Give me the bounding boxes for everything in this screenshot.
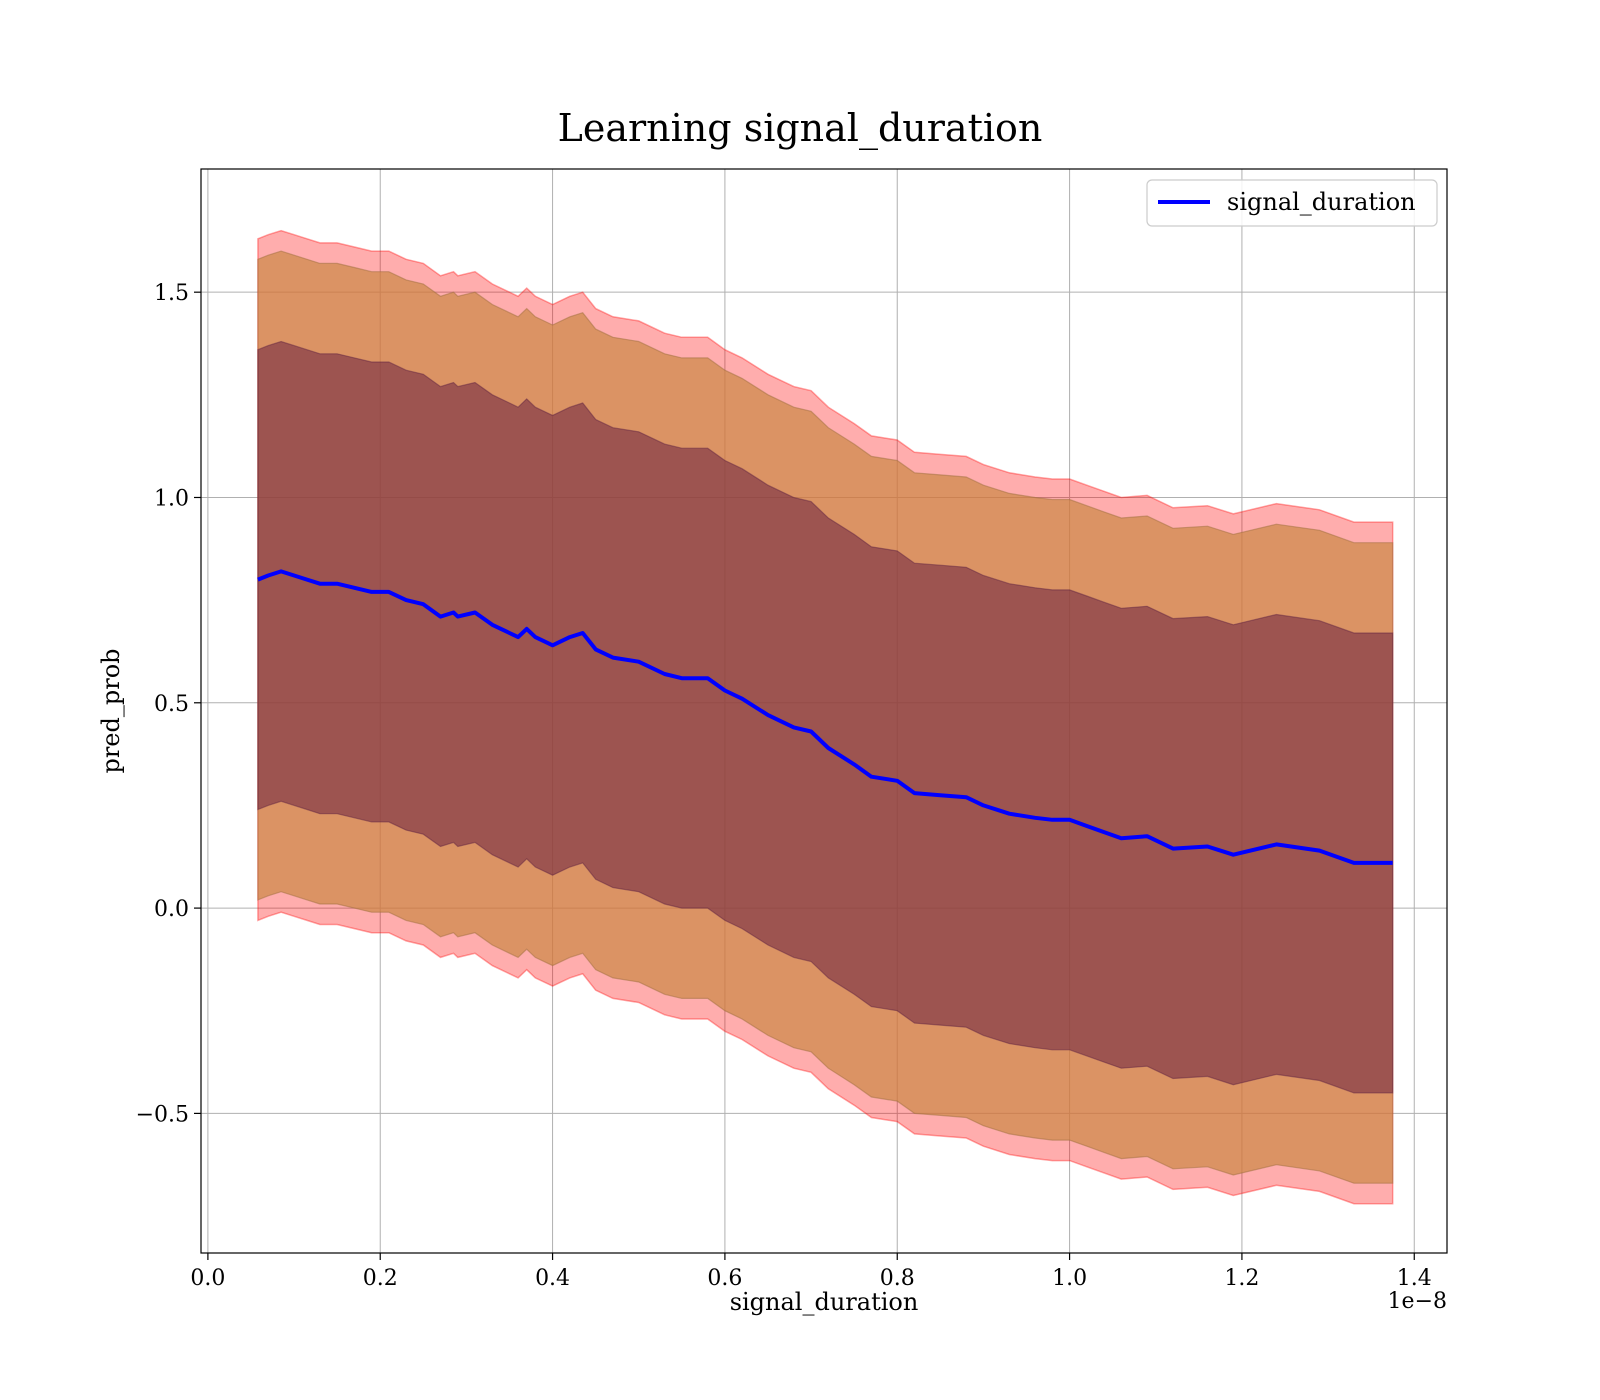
series-line-signal-duration — [257, 569, 1393, 865]
confidence-bands — [257, 229, 1394, 1205]
x-tick-label: 0.6 — [707, 1266, 742, 1291]
x-axis-offset-label: 1e−8 — [1388, 1289, 1447, 1314]
x-tick-label: 1.4 — [1397, 1266, 1432, 1291]
x-axis-ticks: 0.0 0.2 0.4 0.6 0.8 1.0 1.2 1.4 — [190, 1253, 1432, 1291]
y-tick-label: −0.5 — [136, 1102, 189, 1127]
legend-entry-label: signal_duration — [1227, 188, 1416, 216]
x-tick-label: 0.4 — [535, 1266, 570, 1291]
y-axis-label: pred_prob — [97, 648, 125, 773]
x-tick-label: 1.0 — [1052, 1266, 1087, 1291]
x-tick-label: 0.0 — [190, 1266, 225, 1291]
y-tick-label: 1.5 — [154, 281, 189, 306]
y-tick-label: 1.0 — [154, 486, 189, 511]
plot-frame — [200, 168, 1448, 1254]
inner-confidence-band — [257, 340, 1394, 1094]
x-tick-label: 1.2 — [1224, 1266, 1259, 1291]
x-axis-label: signal_duration — [730, 1288, 919, 1316]
series-lines — [257, 569, 1393, 865]
x-tick-label: 0.2 — [363, 1266, 398, 1291]
y-tick-label: 0.5 — [154, 692, 189, 717]
y-axis-ticks: −0.5 0.0 0.5 1.0 1.5 — [136, 281, 201, 1127]
legend-box — [1146, 179, 1438, 227]
legend: signal_duration — [1146, 179, 1438, 227]
x-tick-label: 0.8 — [880, 1266, 915, 1291]
y-tick-label: 0.0 — [154, 897, 189, 922]
chart-title: Learning signal_duration — [558, 106, 1043, 151]
